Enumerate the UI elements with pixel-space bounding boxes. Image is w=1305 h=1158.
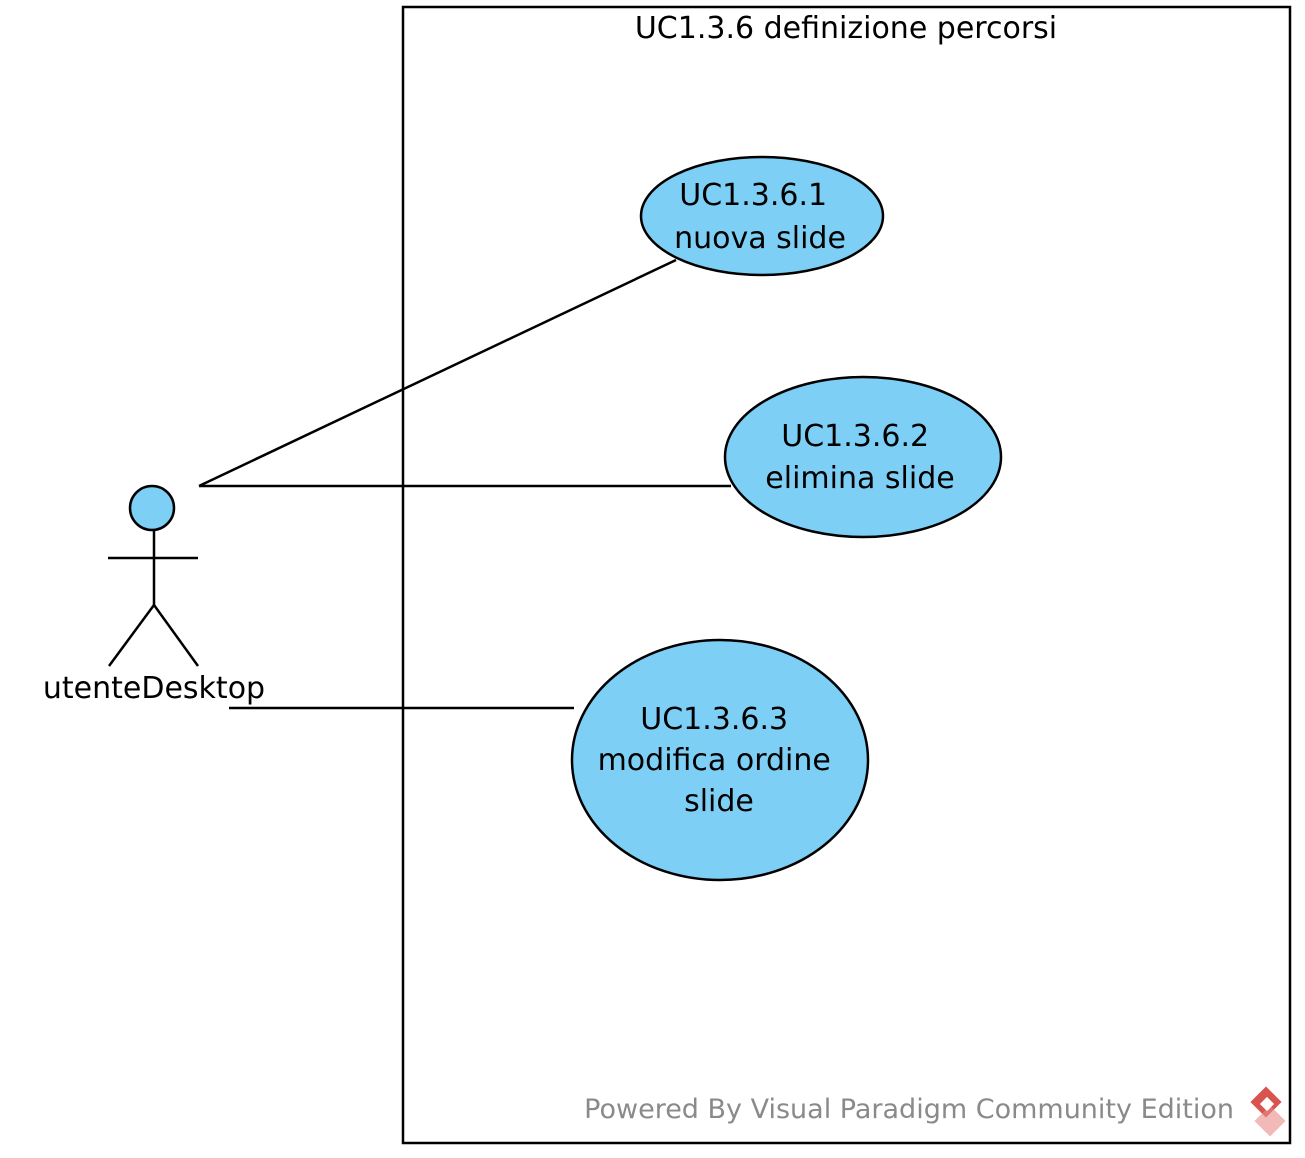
watermark: Powered By Visual Paradigm Community Edi… bbox=[584, 1086, 1286, 1137]
actor-left-leg bbox=[107, 604, 156, 667]
use-case-3-ellipse bbox=[570, 638, 870, 882]
actor-utente-desktop[interactable]: utenteDesktop bbox=[43, 484, 265, 706]
use-case-1-line-2: nuova slide bbox=[674, 221, 846, 256]
actor-right-leg bbox=[152, 604, 200, 667]
use-case-2-label: UC1.3.6.2 elimina slide bbox=[765, 419, 954, 496]
use-case-1-label: UC1.3.6.1 nuova slide bbox=[674, 178, 846, 256]
use-case-2[interactable]: UC1.3.6.2 elimina slide bbox=[723, 375, 1003, 539]
watermark-text: Powered By Visual Paradigm Community Edi… bbox=[584, 1094, 1234, 1125]
use-case-3-label: UC1.3.6.3 modifica ordine slide bbox=[598, 702, 841, 819]
use-case-1-line-1: UC1.3.6.1 bbox=[679, 178, 827, 213]
system-title: UC1.3.6 definizione percorsi bbox=[635, 11, 1057, 46]
stick-figure-icon bbox=[107, 484, 200, 667]
association-line-1[interactable] bbox=[198, 258, 677, 488]
actor-head bbox=[128, 484, 176, 532]
use-case-1[interactable]: UC1.3.6.1 nuova slide bbox=[639, 155, 885, 277]
use-case-2-ellipse bbox=[723, 375, 1003, 539]
associations bbox=[198, 258, 731, 710]
use-case-3-line-1: UC1.3.6.3 bbox=[640, 702, 788, 737]
use-case-3-line-3: slide bbox=[684, 784, 754, 819]
use-case-2-line-2: elimina slide bbox=[765, 461, 954, 496]
use-case-3[interactable]: UC1.3.6.3 modifica ordine slide bbox=[570, 638, 870, 882]
actor-name: utenteDesktop bbox=[43, 671, 265, 706]
use-case-1-ellipse bbox=[639, 155, 885, 277]
use-case-3-line-2: modifica ordine bbox=[598, 743, 831, 778]
visual-paradigm-logo-icon bbox=[1250, 1086, 1286, 1137]
use-case-2-line-1: UC1.3.6.2 bbox=[781, 419, 929, 454]
